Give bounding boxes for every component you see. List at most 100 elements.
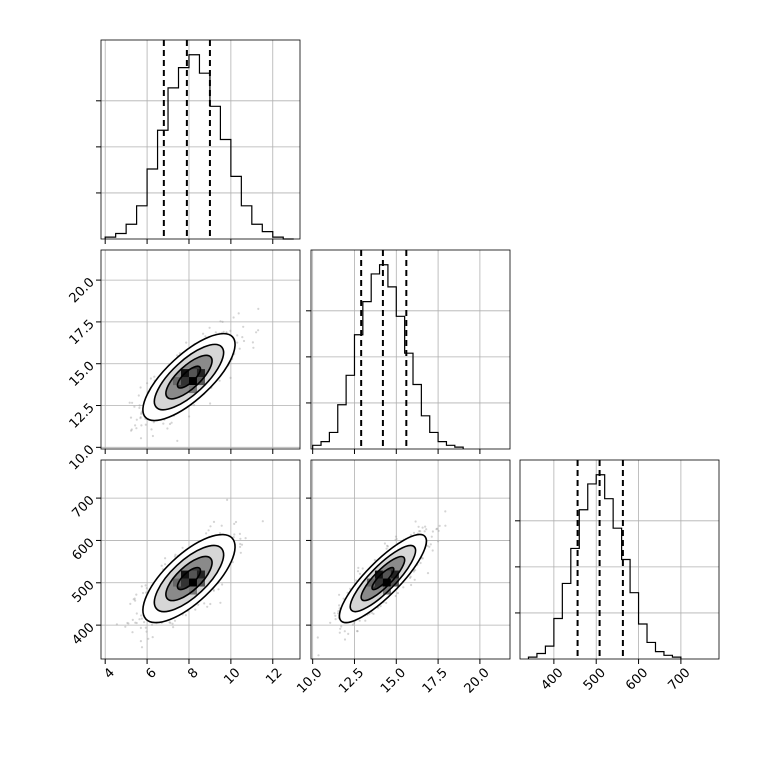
scatter-1-2-point bbox=[435, 528, 438, 531]
ytick-label-param-1: 10.0 bbox=[67, 442, 98, 473]
scatter-0-2-point bbox=[138, 618, 141, 621]
scatter-1-2-point bbox=[372, 612, 375, 616]
scatter-0-2-point bbox=[220, 524, 223, 527]
panel-0-1-content bbox=[128, 307, 260, 464]
density-cell-0-1-1 bbox=[188, 369, 197, 378]
scatter-0-2-point bbox=[233, 533, 236, 536]
ytick-label-param-1: 17.5 bbox=[67, 317, 98, 348]
scatter-0-1-point bbox=[131, 401, 134, 404]
scatter-1-2-point bbox=[334, 618, 337, 621]
scatter-0-2-point bbox=[207, 529, 210, 532]
scatter-0-2-point bbox=[181, 546, 184, 549]
scatter-1-2-point bbox=[409, 575, 412, 578]
scatter-1-2-point bbox=[444, 510, 447, 513]
scatter-1-2-point bbox=[421, 526, 424, 529]
scatter-1-2-point bbox=[351, 623, 354, 626]
scatter-1-2-point bbox=[361, 567, 364, 570]
scatter-0-2-point bbox=[129, 602, 132, 606]
scatter-0-2-point bbox=[239, 542, 242, 546]
scatter-0-2-point bbox=[145, 587, 148, 590]
scatter-1-2-point bbox=[409, 576, 412, 580]
ytick-label-param-2: 600 bbox=[69, 535, 97, 563]
contour-line-0-2-3 bbox=[176, 566, 202, 591]
scatter-0-1-point bbox=[257, 329, 260, 332]
scatter-1-2-point bbox=[426, 572, 430, 575]
scatter-0-1-point bbox=[218, 379, 221, 382]
scatter-0-2-point bbox=[218, 532, 222, 535]
scatter-0-1-point bbox=[188, 415, 191, 418]
scatter-0-2-point bbox=[150, 623, 154, 627]
scatter-1-2-point bbox=[425, 528, 428, 531]
scatter-0-2-point bbox=[131, 618, 134, 622]
xtick-label-param-2: 600 bbox=[623, 665, 651, 693]
scatter-0-2-point bbox=[114, 661, 116, 663]
xtick-label-param-0: 6 bbox=[143, 665, 159, 681]
scatter-0-2-point bbox=[144, 584, 147, 587]
scatter-0-1-point bbox=[178, 352, 181, 355]
scatter-1-2-point bbox=[419, 530, 422, 533]
contour-line-1-2-2 bbox=[360, 555, 406, 602]
scatter-0-1-point bbox=[129, 416, 133, 419]
scatter-1-2-point bbox=[379, 605, 382, 608]
xtick-label-param-2: 400 bbox=[538, 665, 566, 693]
scatter-1-2-point bbox=[338, 631, 341, 634]
scatter-1-2-point bbox=[423, 530, 426, 533]
scatter-0-2-point bbox=[226, 498, 229, 501]
scatter-1-2-point bbox=[426, 544, 429, 547]
ytick-label-param-1: 12.5 bbox=[67, 401, 98, 432]
contour-line-0-2-1 bbox=[153, 544, 225, 613]
scatter-0-2-point bbox=[239, 545, 242, 549]
scatter-1-2-point bbox=[394, 535, 398, 538]
scatter-1-2-point bbox=[436, 527, 439, 530]
scatter-1-2-point bbox=[417, 525, 420, 528]
scatter-1-2-point bbox=[357, 566, 360, 570]
scatter-0-2-point bbox=[184, 614, 187, 617]
scatter-0-2-point bbox=[261, 520, 264, 523]
scatter-0-2-point bbox=[234, 520, 238, 524]
scatter-0-2-point bbox=[134, 599, 137, 602]
scatter-0-1-point bbox=[153, 375, 156, 378]
scatter-1-2-point bbox=[419, 561, 422, 565]
scatter-0-2-point bbox=[209, 602, 212, 606]
scatter-1-2-point bbox=[386, 545, 389, 548]
density-cell-1-2-3 bbox=[382, 578, 391, 587]
scatter-0-1-point bbox=[242, 339, 246, 343]
scatter-0-1-point bbox=[251, 341, 254, 344]
scatter-0-1-point bbox=[236, 334, 239, 337]
density-cell-1-2-1 bbox=[382, 570, 391, 579]
scatter-0-2-point bbox=[145, 630, 148, 633]
hist-0-frame bbox=[100, 39, 301, 240]
scatter-0-1-point bbox=[170, 421, 173, 424]
panel-1-2-content bbox=[316, 510, 447, 657]
xtick-label-param-2: 700 bbox=[665, 665, 693, 693]
scatter-0-2-point bbox=[203, 602, 206, 605]
scatter-0-2-point bbox=[168, 621, 171, 624]
scatter-0-2-point bbox=[140, 646, 144, 649]
scatter-0-1-point bbox=[152, 462, 154, 464]
scatter-1-2-point bbox=[353, 621, 356, 625]
scatter-1-2-point bbox=[343, 638, 347, 641]
scatter-0-2-point bbox=[194, 608, 197, 611]
scatter-0-2-point bbox=[244, 537, 247, 540]
panel-0-2-frame bbox=[100, 459, 301, 660]
scatter-0-1-point bbox=[162, 422, 165, 425]
scatter-0-2-point bbox=[212, 520, 216, 524]
contour-line-0-1-2 bbox=[165, 354, 213, 400]
scatter-0-2-point bbox=[219, 601, 222, 604]
scatter-0-2-point bbox=[143, 621, 146, 624]
scatter-0-1-point bbox=[219, 320, 222, 323]
scatter-0-1-point bbox=[204, 335, 207, 338]
scatter-1-2-point bbox=[338, 593, 341, 596]
scatter-1-2-point bbox=[431, 549, 434, 552]
scatter-1-2-point bbox=[355, 579, 358, 582]
contour-line-0-1-0 bbox=[142, 332, 236, 422]
scatter-0-1-point bbox=[138, 404, 141, 407]
scatter-0-2-point bbox=[133, 597, 136, 600]
scatter-0-2-point bbox=[212, 589, 215, 592]
scatter-0-2-point bbox=[238, 532, 241, 536]
scatter-0-2-point bbox=[221, 583, 224, 586]
xtick-label-param-0: 8 bbox=[185, 665, 201, 681]
scatter-0-1-point bbox=[229, 376, 232, 379]
hist-panel-2 bbox=[515, 459, 720, 664]
scatter-0-1-point bbox=[257, 307, 260, 310]
